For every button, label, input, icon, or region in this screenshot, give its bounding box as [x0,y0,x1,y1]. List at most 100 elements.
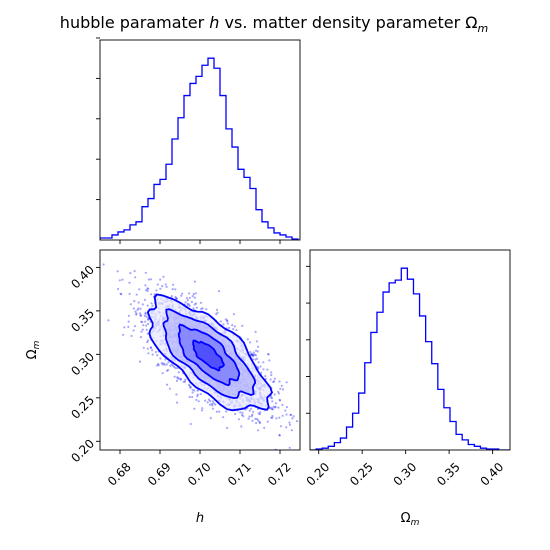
scatter-point [215,313,218,316]
scatter-point [174,367,177,370]
scatter-point [257,412,260,415]
scatter-point [195,306,198,309]
scatter-point [149,278,153,281]
omega-histogram-panel: 0.20 0.25 0.30 0.35 0.40 Ωm [304,249,511,528]
scatter-point [270,416,273,419]
scatter-point [255,340,258,343]
scatter-point [208,403,212,406]
scatter-point [201,307,204,310]
scatter-point [118,279,121,282]
scatter-point [290,413,293,416]
figure-title: hubble paramater h vs. matter density pa… [60,13,488,35]
scatter-point [271,408,275,411]
scatter-point [226,322,229,325]
scatter-point [146,332,149,335]
scatter-point [215,308,219,311]
scatter-point [285,406,288,409]
contour-fill [193,340,224,371]
scatter-point [177,371,180,374]
scatter-point [127,314,130,317]
scatter-point [170,295,173,298]
scatter-point [146,289,149,293]
scatter-point [175,297,178,300]
scatter-point [193,303,196,306]
scatter-ytick-label: 0.25 [68,393,97,422]
scatter-point [302,400,304,402]
scatter-point [193,280,196,283]
scatter-point [216,311,219,314]
scatter-point [279,399,282,402]
scatter-point [146,287,149,290]
scatter-point [239,411,242,414]
scatter-point [147,318,150,321]
scatter-point [288,421,291,424]
scatter-point [107,319,110,322]
scatter-point [144,284,147,287]
omega-hist-xtick-label: 0.35 [434,460,463,489]
scatter-point [139,307,142,310]
scatter-point [147,287,150,290]
scatter-point [155,289,158,292]
scatter-point [295,420,299,423]
scatter-point [269,396,272,399]
scatter-point [204,399,207,402]
scatter-point [263,426,266,429]
scatter-point [156,354,159,357]
scatter-point [192,307,195,310]
scatter-point [191,395,194,399]
scatter-point [173,365,176,369]
scatter-point [199,393,202,396]
scatter-point [270,397,274,400]
scatter-point [289,413,292,417]
scatter-point [271,400,274,403]
scatter-point [255,422,258,425]
scatter-point [186,299,189,302]
scatter-point [254,417,257,420]
scatter-point [133,300,136,303]
scatter-point [146,304,149,307]
scatter-point [256,366,260,369]
scatter-point [145,324,148,327]
scatter-point [196,395,199,398]
scatter-point [270,406,273,409]
scatter-point [233,325,236,328]
scatter-xtick-label: 0.71 [225,460,254,489]
scatter-point [266,368,269,371]
scatter-point [285,426,288,429]
scatter-point [116,270,119,273]
scatter-point [175,379,179,382]
scatter-point [161,363,164,366]
scatter-point [254,349,258,352]
scatter-point [140,330,143,333]
scatter-point [278,434,281,437]
scatter-point [231,324,234,327]
h-histogram-ticks [96,37,281,244]
scatter-point [174,288,177,291]
scatter-point [189,386,192,389]
scatter-point [196,389,199,392]
scatter-point [185,296,188,300]
scatter-point [161,285,164,288]
scatter-point [160,362,163,365]
scatter-point [176,377,179,380]
scatter-point [175,393,178,396]
scatter-point [222,323,225,326]
scatter-point [242,415,245,418]
scatter-point [189,386,192,389]
omega-hist-xtick-label: 0.25 [347,460,376,489]
scatter-point [246,338,249,341]
scatter-point [137,301,140,304]
h-histogram-line [100,57,299,240]
scatter-point [191,391,194,394]
scatter-point [180,294,183,297]
scatter-point [129,303,132,306]
contour-line [146,293,274,412]
scatter-point [195,398,198,401]
scatter-point [200,307,203,310]
scatter-point [281,403,284,407]
scatter-point [252,354,255,357]
scatter-point [134,310,137,313]
scatter-point [285,381,288,384]
scatter-point [142,346,145,349]
scatter-point [167,361,170,364]
